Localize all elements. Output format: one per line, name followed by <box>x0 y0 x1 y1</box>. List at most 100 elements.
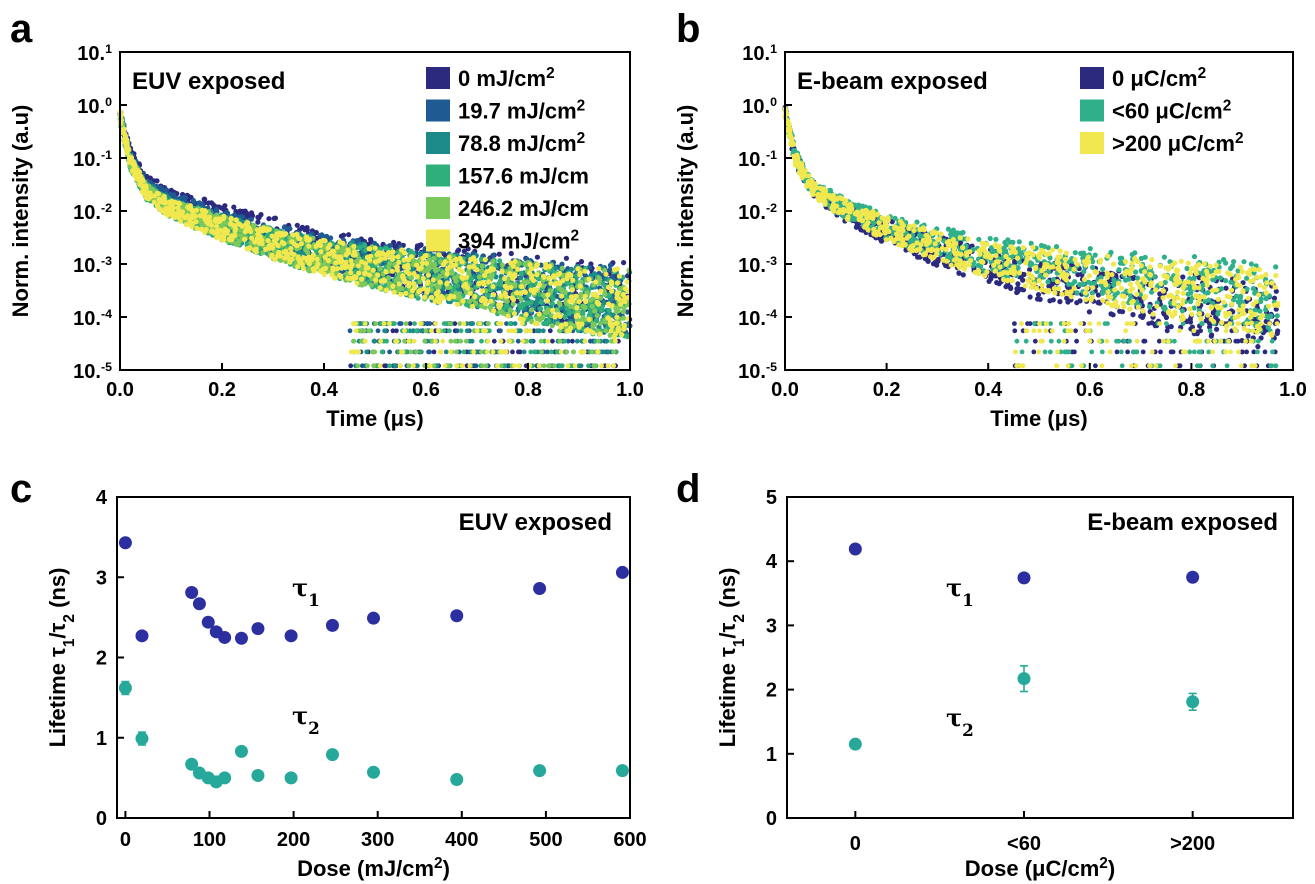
data-point <box>209 229 215 235</box>
data-point <box>465 246 471 252</box>
data-point <box>448 321 453 326</box>
data-point <box>603 271 609 277</box>
data-point <box>414 273 420 280</box>
data-point <box>611 334 617 340</box>
data-point <box>494 363 500 369</box>
data-point <box>614 266 621 272</box>
data-point <box>586 264 593 270</box>
data-point <box>366 246 373 252</box>
data-point <box>338 233 344 239</box>
data-point <box>383 287 389 293</box>
data-point <box>609 288 615 294</box>
data-point <box>380 251 386 257</box>
x-tick-label: 0.2 <box>208 379 236 401</box>
data-point <box>306 237 312 243</box>
data-point <box>469 338 475 344</box>
data-point <box>219 205 225 211</box>
data-point <box>442 363 448 369</box>
data-point <box>358 276 365 282</box>
data-point <box>603 328 608 334</box>
data-point <box>586 316 592 322</box>
data-point <box>356 349 362 355</box>
data-point <box>464 328 470 334</box>
data-point <box>508 250 514 257</box>
data-point <box>578 363 584 369</box>
data-point <box>555 312 561 318</box>
data-point <box>622 286 629 292</box>
data-point <box>346 232 352 238</box>
data-point <box>310 252 316 258</box>
data-point <box>583 299 589 305</box>
data-point <box>362 270 368 277</box>
data-point <box>589 303 595 309</box>
data-point <box>294 243 300 249</box>
data-point <box>356 270 362 276</box>
data-point <box>349 262 355 268</box>
data-point <box>314 264 320 270</box>
data-point <box>574 338 580 344</box>
data-point <box>444 271 450 277</box>
data-point <box>411 338 417 344</box>
data-point <box>557 270 563 276</box>
data-point <box>471 349 476 355</box>
data-point <box>395 254 401 260</box>
data-point <box>498 293 504 299</box>
data-point <box>287 259 293 265</box>
data-point <box>196 200 203 206</box>
data-point <box>519 321 525 326</box>
data-point <box>355 363 361 369</box>
data-point <box>616 296 623 302</box>
data-point <box>175 200 182 206</box>
data-point <box>272 257 278 263</box>
data-point <box>266 216 272 222</box>
data-point <box>519 284 525 290</box>
data-point <box>559 318 565 324</box>
data-point <box>478 349 484 355</box>
data-point <box>411 363 416 369</box>
data-point <box>491 308 497 314</box>
data-point <box>559 265 565 271</box>
data-point <box>401 276 407 282</box>
data-point <box>353 328 359 334</box>
data-point <box>546 318 552 324</box>
data-point <box>490 252 496 258</box>
data-point <box>446 295 452 302</box>
data-point <box>589 349 595 355</box>
data-point <box>460 298 466 304</box>
data-point <box>528 328 533 334</box>
data-point <box>183 215 189 221</box>
data-point <box>546 275 552 281</box>
data-point <box>368 282 374 288</box>
data-point <box>1130 312 1136 318</box>
data-point <box>429 294 435 300</box>
data-point <box>461 349 467 355</box>
data-point <box>624 279 630 285</box>
data-point <box>528 299 535 305</box>
y-tick-label: 10.-3 <box>73 254 112 277</box>
data-point <box>613 321 618 326</box>
data-point <box>347 328 353 334</box>
data-point <box>547 328 553 334</box>
data-point <box>362 321 368 326</box>
data-point <box>552 363 557 369</box>
legend-swatch <box>426 132 450 154</box>
data-point <box>605 349 611 355</box>
data-point <box>541 363 547 369</box>
data-point <box>178 218 184 224</box>
x-tick-label: 1.0 <box>616 379 644 401</box>
data-point <box>242 229 249 235</box>
data-point <box>497 309 503 315</box>
data-point <box>170 205 176 211</box>
data-point <box>351 338 357 344</box>
data-point <box>483 363 489 369</box>
data-point <box>366 257 373 263</box>
x-tick-label: 0.4 <box>310 379 339 401</box>
data-point <box>124 147 130 153</box>
data-point <box>325 251 331 257</box>
legend-swatch <box>426 197 450 219</box>
data-point <box>288 245 294 252</box>
data-point <box>279 230 285 237</box>
data-point <box>403 290 409 296</box>
data-point <box>403 321 409 326</box>
